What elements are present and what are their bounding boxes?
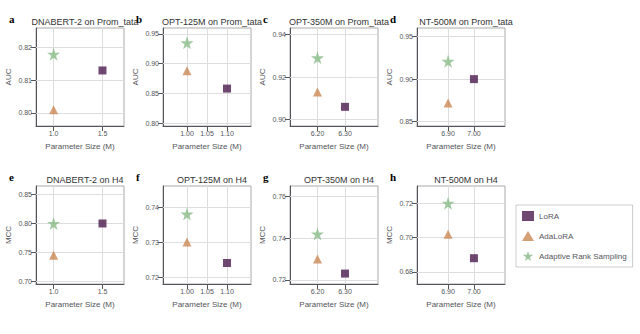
svg-text:AUC: AUC xyxy=(385,68,394,85)
svg-text:AUC: AUC xyxy=(258,68,267,85)
svg-text:1.10: 1.10 xyxy=(220,288,234,295)
svg-text:Parameter Size (M): Parameter Size (M) xyxy=(172,300,242,309)
svg-text:AUC: AUC xyxy=(131,68,140,85)
svg-text:Parameter Size (M): Parameter Size (M) xyxy=(299,300,369,309)
svg-text:Parameter Size (M): Parameter Size (M) xyxy=(426,300,496,309)
svg-text:1.0: 1.0 xyxy=(49,288,59,295)
svg-text:OPT-350M on Prom_tata: OPT-350M on Prom_tata xyxy=(289,17,389,27)
svg-text:7.00: 7.00 xyxy=(467,288,481,295)
svg-text:6.20: 6.20 xyxy=(311,288,325,295)
svg-text:6.90: 6.90 xyxy=(441,130,455,137)
svg-text:1.0: 1.0 xyxy=(49,130,59,137)
svg-text:MCC: MCC xyxy=(131,226,140,244)
svg-text:Parameter Size (M): Parameter Size (M) xyxy=(299,142,369,151)
svg-text:0.90: 0.90 xyxy=(272,116,286,123)
svg-text:e: e xyxy=(9,171,14,183)
svg-text:0.80: 0.80 xyxy=(145,120,159,127)
svg-text:Parameter Size (M): Parameter Size (M) xyxy=(45,300,115,309)
svg-text:0.81: 0.81 xyxy=(18,77,32,84)
svg-text:0.73: 0.73 xyxy=(145,239,159,246)
svg-text:NT-500M on Prom_tata: NT-500M on Prom_tata xyxy=(419,17,513,27)
svg-text:0.80: 0.80 xyxy=(18,220,32,227)
svg-text:6.30: 6.30 xyxy=(338,288,352,295)
svg-text:0.74: 0.74 xyxy=(145,204,159,211)
svg-text:0.90: 0.90 xyxy=(145,60,159,67)
svg-text:d: d xyxy=(390,13,396,25)
svg-text:Adaptive Rank Sampling: Adaptive Rank Sampling xyxy=(539,252,627,261)
svg-text:c: c xyxy=(263,13,268,25)
svg-text:0.85: 0.85 xyxy=(145,90,159,97)
svg-text:7.00: 7.00 xyxy=(467,130,481,137)
svg-text:DNABERT-2 on H4: DNABERT-2 on H4 xyxy=(47,175,124,185)
svg-text:OPT-350M on H4: OPT-350M on H4 xyxy=(304,175,374,185)
svg-text:MCC: MCC xyxy=(385,226,394,244)
svg-text:f: f xyxy=(136,171,140,183)
svg-text:AdaLoRA: AdaLoRA xyxy=(539,232,574,241)
svg-text:0.80: 0.80 xyxy=(18,109,32,116)
svg-text:Parameter Size (M): Parameter Size (M) xyxy=(45,142,115,151)
svg-text:LoRA: LoRA xyxy=(539,212,560,221)
svg-text:0.95: 0.95 xyxy=(399,33,413,40)
svg-text:0.72: 0.72 xyxy=(145,274,159,281)
svg-text:DNABERT-2 on Prom_tata: DNABERT-2 on Prom_tata xyxy=(32,17,139,27)
svg-text:6.20: 6.20 xyxy=(311,130,325,137)
svg-text:0.75: 0.75 xyxy=(18,249,32,256)
svg-text:1.05: 1.05 xyxy=(200,288,214,295)
svg-text:1.00: 1.00 xyxy=(180,130,194,137)
svg-text:0.68: 0.68 xyxy=(399,268,413,275)
svg-text:1.00: 1.00 xyxy=(180,288,194,295)
svg-text:0.82: 0.82 xyxy=(18,44,32,51)
svg-text:0.70: 0.70 xyxy=(18,278,32,285)
svg-text:6.30: 6.30 xyxy=(338,130,352,137)
svg-text:b: b xyxy=(136,13,142,25)
svg-text:6.90: 6.90 xyxy=(441,288,455,295)
svg-text:1.05: 1.05 xyxy=(200,130,214,137)
svg-text:1.10: 1.10 xyxy=(220,130,234,137)
svg-text:OPT-125M on H4: OPT-125M on H4 xyxy=(177,175,247,185)
svg-text:OPT-125M on Prom_tata: OPT-125M on Prom_tata xyxy=(162,17,262,27)
svg-text:Parameter Size (M): Parameter Size (M) xyxy=(172,142,242,151)
svg-text:g: g xyxy=(263,171,269,183)
svg-text:1.5: 1.5 xyxy=(98,288,108,295)
svg-text:0.95: 0.95 xyxy=(145,30,159,37)
svg-text:0.72: 0.72 xyxy=(272,276,286,283)
svg-text:0.85: 0.85 xyxy=(399,118,413,125)
svg-text:1.5: 1.5 xyxy=(98,130,108,137)
svg-text:0.90: 0.90 xyxy=(399,76,413,83)
svg-text:0.92: 0.92 xyxy=(272,74,286,81)
svg-text:0.70: 0.70 xyxy=(399,234,413,241)
svg-text:MCC: MCC xyxy=(258,226,267,244)
svg-text:a: a xyxy=(9,13,15,25)
svg-text:0.72: 0.72 xyxy=(399,200,413,207)
svg-text:0.76: 0.76 xyxy=(272,193,286,200)
svg-text:MCC: MCC xyxy=(4,226,13,244)
svg-text:0.85: 0.85 xyxy=(18,191,32,198)
svg-text:0.74: 0.74 xyxy=(272,235,286,242)
svg-text:Parameter Size (M): Parameter Size (M) xyxy=(426,142,496,151)
svg-text:0.94: 0.94 xyxy=(272,31,286,38)
svg-text:h: h xyxy=(390,171,396,183)
svg-text:AUC: AUC xyxy=(4,68,13,85)
svg-text:NT-500M on H4: NT-500M on H4 xyxy=(434,175,498,185)
